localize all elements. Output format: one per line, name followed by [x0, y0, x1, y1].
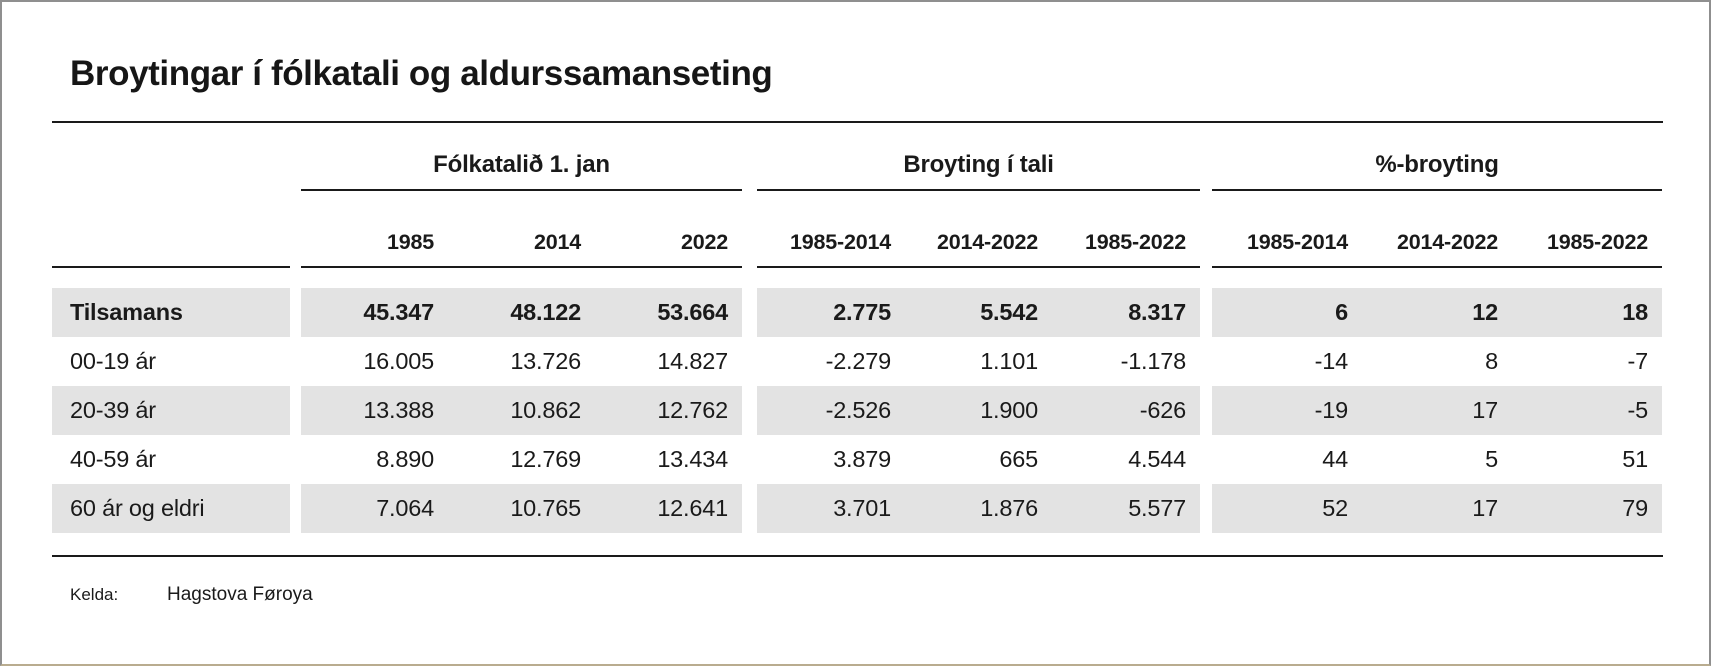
- page-title: Broytingar í fólkatali og aldurssamanset…: [70, 54, 773, 93]
- table-row-tilsamans: Tilsamans 45.347 48.122 53.664 2.775 5.5…: [52, 288, 1663, 337]
- header-underline: [301, 266, 742, 268]
- table-cell: 1.900: [905, 386, 1052, 435]
- table-cell: 44: [1322, 446, 1348, 472]
- header-underline: [757, 266, 1200, 268]
- table-cell: 5: [1485, 446, 1498, 472]
- table-cell: -1.178: [1120, 348, 1187, 374]
- table-cell: 45.347: [301, 288, 448, 337]
- table-cell: 3.879: [833, 446, 891, 472]
- group-underline: [757, 189, 1200, 191]
- table-cell: 12.641: [595, 484, 742, 533]
- footer-rule: [52, 555, 1663, 557]
- table-cell: 12: [1362, 288, 1512, 337]
- table-cell: -5: [1512, 386, 1662, 435]
- column-header-row: 1985 2014 2022 1985-2014 2014-2022 1985-…: [52, 191, 1663, 266]
- column-header: 1985-2022: [1084, 230, 1186, 254]
- table-cell: 14.827: [657, 348, 728, 374]
- table-cell: 665: [999, 446, 1038, 472]
- table-cell: 10.765: [448, 484, 595, 533]
- group-underline-row: [52, 189, 1663, 191]
- table-cell: 17: [1362, 484, 1512, 533]
- column-header: 2014-2022: [1396, 230, 1498, 254]
- table-cell: 53.664: [595, 288, 742, 337]
- table-cell: 13.434: [657, 446, 728, 472]
- row-label: 20-39 ár: [52, 386, 290, 435]
- table-row-00-19: 00-19 ár 16.005 13.726 14.827 -2.279 1.1…: [52, 337, 1663, 386]
- row-label: 60 ár og eldri: [52, 484, 290, 533]
- column-group-header-row: Fólkatalið 1. jan Broyting í tali %-broy…: [52, 123, 1663, 189]
- table-cell: 1.101: [980, 348, 1038, 374]
- table-cell: 8.317: [1052, 288, 1200, 337]
- table-cell: 51: [1622, 446, 1648, 472]
- table-cell: 79: [1512, 484, 1662, 533]
- table-body: Tilsamans 45.347 48.122 53.664 2.775 5.5…: [52, 288, 1663, 533]
- column-header: 1985-2022: [1546, 230, 1648, 254]
- table-row-20-39: 20-39 ár 13.388 10.862 12.762 -2.526 1.9…: [52, 386, 1663, 435]
- table-cell: 3.701: [757, 484, 905, 533]
- column-header: 1985-2014: [1246, 230, 1348, 254]
- header-underline-row: [52, 266, 1663, 268]
- source-label: Kelda:: [70, 585, 119, 604]
- table-cell: 17: [1362, 386, 1512, 435]
- table-cell: 16.005: [363, 348, 434, 374]
- table-cell: 7.064: [301, 484, 448, 533]
- title-rule: [52, 121, 1663, 123]
- table-cell: 1.876: [905, 484, 1052, 533]
- column-header: 1985-2014: [789, 230, 891, 254]
- row-label: Tilsamans: [52, 288, 290, 337]
- header-underline: [1212, 266, 1662, 268]
- table-cell: 5.542: [905, 288, 1052, 337]
- group-underline: [301, 189, 742, 191]
- table-cell: -2.279: [825, 348, 892, 374]
- column-group-title-broyting: Broyting í tali: [903, 151, 1054, 178]
- table-cell: 8.890: [376, 446, 434, 472]
- table-cell: 12.762: [595, 386, 742, 435]
- table-cell: 13.388: [301, 386, 448, 435]
- table-row-60-og-eldri: 60 ár og eldri 7.064 10.765 12.641 3.701…: [52, 484, 1663, 533]
- table-cell: 10.862: [448, 386, 595, 435]
- table-cell: -626: [1052, 386, 1200, 435]
- table-cell: -14: [1314, 348, 1349, 374]
- table-cell: 8: [1485, 348, 1498, 374]
- content-area: Broytingar í fólkatali og aldurssamanset…: [52, 2, 1663, 606]
- table-cell: -19: [1212, 386, 1362, 435]
- table-cell: -7: [1627, 348, 1649, 374]
- column-group-title-folkatal: Fólkatalið 1. jan: [433, 151, 610, 178]
- table-cell: 4.544: [1128, 446, 1186, 472]
- column-header: 2014-2022: [936, 230, 1038, 254]
- table-cell: 5.577: [1052, 484, 1200, 533]
- table-row-40-59: 40-59 ár 8.890 12.769 13.434 3.879 665 4…: [52, 435, 1663, 484]
- source-value: Hagstova Føroya: [167, 584, 313, 605]
- column-header: 2022: [680, 230, 728, 254]
- table-cell: 52: [1212, 484, 1362, 533]
- table-cell: 48.122: [448, 288, 595, 337]
- table-cell: 2.775: [757, 288, 905, 337]
- header-underline: [52, 266, 290, 268]
- table-cell: 6: [1212, 288, 1362, 337]
- column-header: 2014: [533, 230, 581, 254]
- table-cell: 18: [1512, 288, 1662, 337]
- source-row: Kelda: Hagstova Føroya: [52, 584, 1663, 606]
- column-header: 1985: [386, 230, 434, 254]
- group-underline: [1212, 189, 1662, 191]
- row-label: 00-19 ár: [70, 348, 156, 374]
- table-cell: 13.726: [510, 348, 581, 374]
- column-group-title-pct-broyting: %-broyting: [1375, 151, 1499, 178]
- table-cell: 12.769: [510, 446, 581, 472]
- table-cell: -2.526: [757, 386, 905, 435]
- row-label: 40-59 ár: [70, 446, 156, 472]
